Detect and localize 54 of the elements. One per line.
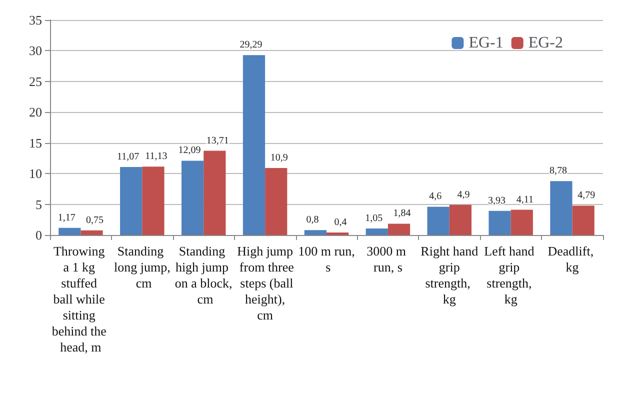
x-tick-label: Standing high jump on a block, cm [174, 244, 232, 306]
y-tick-label: 15 [29, 135, 42, 150]
x-tick-label: Left hand grip strength, kg [484, 244, 538, 306]
legend-label: EG-2 [528, 34, 563, 52]
bar [550, 181, 572, 235]
data-label: 13,71 [206, 135, 229, 146]
bar [366, 228, 388, 235]
x-tick-label: Right hand grip strength, kg [420, 244, 479, 306]
data-label: 4,79 [578, 190, 596, 202]
x-tick-label: 3000 m run, s [366, 244, 410, 274]
y-tick-label: 0 [36, 228, 42, 242]
x-tick-label: High jump from three steps (ball height), cm [236, 244, 294, 322]
bar [242, 55, 266, 235]
bar [510, 210, 533, 235]
y-tick-label: 30 [29, 43, 42, 58]
data-label: 4,9 [457, 189, 470, 200]
bar [204, 150, 226, 235]
bar [142, 166, 164, 235]
y-tick-label: 35 [29, 12, 42, 28]
bar [488, 210, 511, 235]
bar [120, 167, 142, 235]
bar [181, 160, 204, 235]
data-label: 0,4 [334, 217, 347, 228]
y-tick-label: 25 [29, 74, 42, 89]
data-label: 1,05 [365, 213, 383, 224]
data-label: 11,13 [145, 151, 168, 162]
bar [572, 206, 594, 235]
x-tick-label: 100 m run, s [298, 244, 355, 274]
bar [58, 228, 81, 235]
bar [449, 204, 472, 235]
data-label: 4,11 [516, 194, 534, 206]
y-tick-label: 10 [29, 166, 42, 182]
bar [427, 206, 450, 235]
data-label: 8,78 [549, 166, 567, 177]
bar [304, 230, 326, 235]
bar [265, 168, 288, 235]
x-tick-label: Throwing a 1 kg stuffed ball while sitting behind the head, m [52, 244, 110, 354]
data-label: 11,07 [117, 152, 140, 162]
bar [388, 224, 410, 235]
data-label: 3,93 [488, 195, 506, 206]
y-tick-label: 5 [36, 196, 42, 212]
data-label: 4,6 [429, 191, 442, 202]
y-tick-label: 20 [29, 104, 42, 120]
data-label: 29,29 [240, 40, 262, 51]
x-tick-label: Standing long jump, cm [114, 244, 170, 290]
data-label: 1,84 [393, 208, 411, 220]
data-label: 1,17 [58, 212, 76, 224]
legend-label: EG-1 [468, 34, 504, 52]
x-tick-label: Deadlift, kg [548, 244, 597, 274]
bar [80, 230, 103, 235]
data-label: 12,09 [178, 145, 201, 156]
data-label: 0,8 [306, 214, 319, 226]
data-label: 0,75 [86, 214, 104, 226]
data-label: 10,9 [270, 152, 288, 164]
